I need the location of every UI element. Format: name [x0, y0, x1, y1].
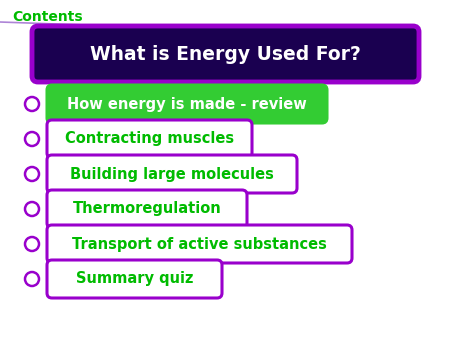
FancyBboxPatch shape: [47, 225, 352, 263]
FancyBboxPatch shape: [47, 190, 247, 228]
Text: Thermoregulation: Thermoregulation: [72, 201, 221, 217]
Circle shape: [25, 202, 39, 216]
Text: Contracting muscles: Contracting muscles: [65, 131, 234, 146]
Text: Contents: Contents: [12, 10, 83, 24]
FancyBboxPatch shape: [47, 260, 222, 298]
Circle shape: [25, 167, 39, 181]
Circle shape: [25, 272, 39, 286]
Text: How energy is made - review: How energy is made - review: [67, 97, 307, 112]
Circle shape: [25, 237, 39, 251]
Circle shape: [25, 97, 39, 111]
FancyBboxPatch shape: [47, 155, 297, 193]
Text: Building large molecules: Building large molecules: [70, 167, 274, 182]
Text: Transport of active substances: Transport of active substances: [72, 237, 327, 251]
FancyBboxPatch shape: [47, 85, 327, 123]
Text: What is Energy Used For?: What is Energy Used For?: [90, 45, 361, 64]
FancyBboxPatch shape: [32, 26, 419, 82]
Circle shape: [25, 132, 39, 146]
FancyBboxPatch shape: [47, 120, 252, 158]
Text: Summary quiz: Summary quiz: [76, 271, 193, 287]
